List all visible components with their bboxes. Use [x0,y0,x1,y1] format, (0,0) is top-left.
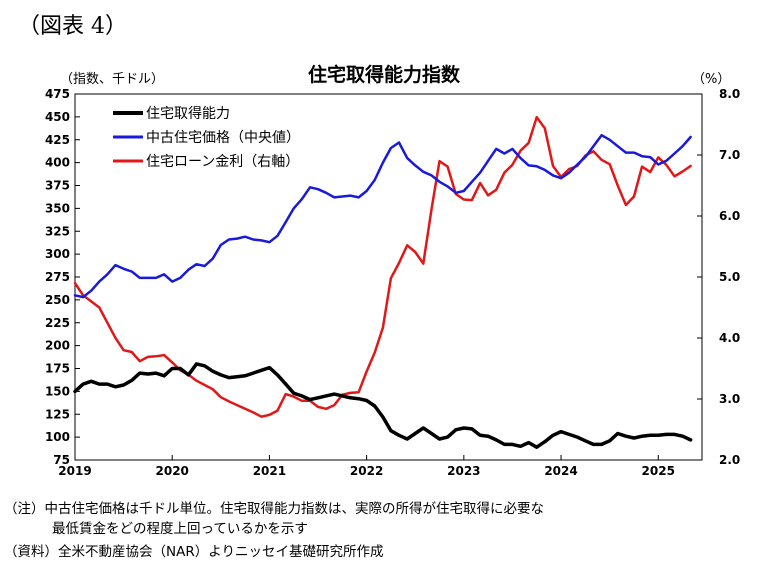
note-line-2: 最低賃金をどの程度上回っているかを示す [52,521,308,537]
right-tick-label: 5.0 [719,270,740,284]
right-tick-label: 7.0 [719,148,740,162]
left-tick-label: 200 [45,339,70,353]
left-tick-label: 300 [45,247,70,261]
x-tick-label: 2023 [447,464,480,478]
right-axis: 2.0 3.0 4.0 5.0 6.0 7.0 8.0 [697,87,740,467]
x-tick-label: 2021 [253,464,286,478]
left-tick-label: 375 [45,179,70,193]
left-tick-label: 275 [45,270,70,284]
right-tick-label: 6.0 [719,209,740,223]
legend-label-affordability: 住宅取得能力 [146,105,230,122]
left-tick-label: 225 [45,316,70,330]
source-line: （資料）全米不動産協会（NAR）よりニッセイ基礎研究所作成 [4,544,384,560]
x-axis: 2019 2020 2021 2022 2023 2024 2025 [58,455,675,478]
left-axis-unit: （指数、千ドル） [60,72,165,87]
x-tick-label: 2022 [350,464,383,478]
left-tick-label: 175 [45,362,70,376]
chart-title: 住宅取得能力指数 [307,64,460,86]
left-tick-label: 475 [45,87,70,101]
x-tick-label: 2019 [58,464,91,478]
right-tick-label: 3.0 [719,392,740,406]
x-tick-label: 2020 [156,464,189,478]
right-axis-unit: （%） [692,72,731,87]
legend-label-price: 中古住宅価格（中央値） [146,130,300,146]
x-tick-label: 2024 [544,464,577,478]
series-line-affordability [73,362,693,449]
x-tick-label: 2025 [642,464,675,478]
left-tick-label: 350 [45,201,70,215]
left-tick-label: 100 [45,430,70,444]
left-tick-label: 325 [45,224,70,238]
plot-area-frame [74,93,703,461]
left-tick-label: 150 [45,384,70,398]
series-layer [73,115,693,449]
legend-label-rate: 住宅ローン金利（右軸） [146,154,299,170]
right-tick-label: 4.0 [719,331,740,345]
left-axis: 75 100 125 150 175 200 225 250 275 300 325 350 375 40… [45,87,80,467]
right-tick-label: 8.0 [719,87,740,101]
left-tick-label: 125 [45,407,70,421]
series-line-price [73,133,692,299]
figure-label: （図表 4） [18,14,127,39]
left-tick-label: 250 [45,293,70,307]
left-tick-label: 75 [53,453,70,467]
left-tick-label: 450 [45,110,70,124]
right-tick-label: 2.0 [719,453,740,467]
left-tick-label: 425 [45,133,70,147]
left-tick-label: 400 [45,156,70,170]
note-line-1: （注）中古住宅価格は千ドル単位。住宅取得能力指数は、実際の所得が住宅取得に必要な [4,501,544,517]
